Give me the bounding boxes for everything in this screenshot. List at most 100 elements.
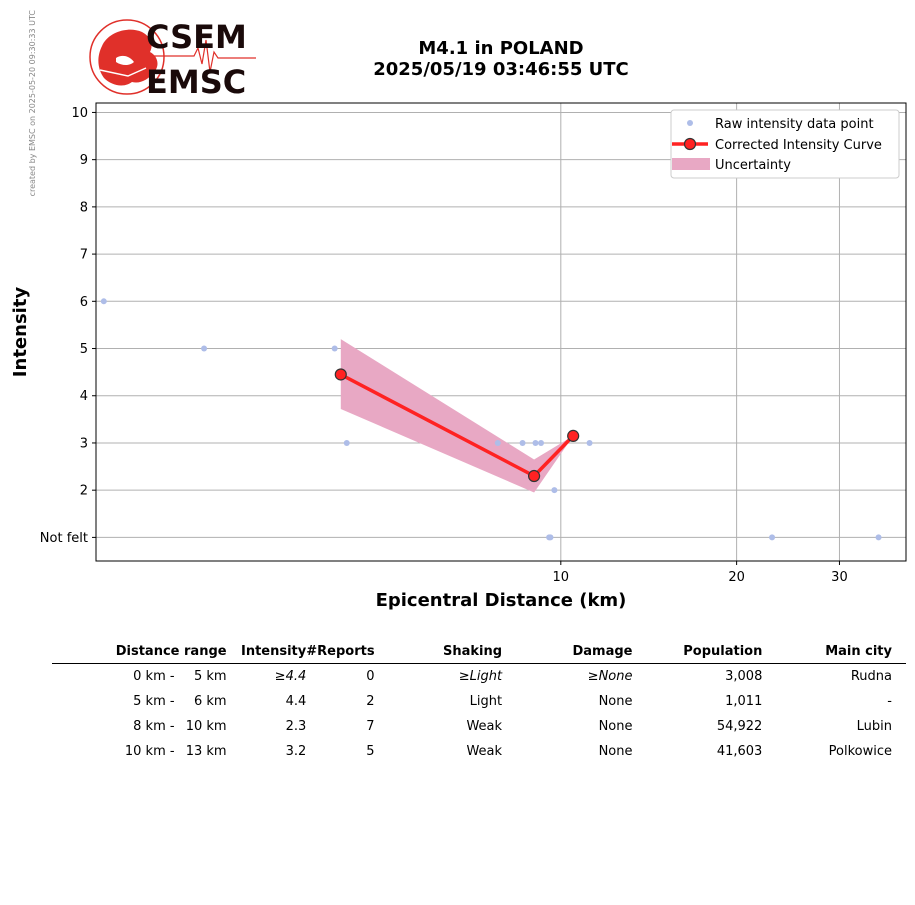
shaking-cell: ≥Light bbox=[458, 669, 503, 684]
reports-cell: 0 bbox=[366, 669, 375, 684]
col-distance-range: Distance range bbox=[52, 640, 227, 664]
distance-from: 5 km - bbox=[133, 694, 175, 709]
damage-cell: None bbox=[598, 694, 633, 709]
distance-from: 8 km - bbox=[133, 719, 175, 734]
intensity-table: Distance range Intensity #Reports Shakin… bbox=[52, 640, 906, 764]
distance-range-cell: 0 km - 5 km bbox=[52, 664, 227, 690]
intensity-cell: 2.3 bbox=[285, 719, 307, 734]
distance-range-cell: 10 km - 13 km bbox=[52, 739, 227, 764]
table-row: 5 km - 6 km 4.4 2 Light None 1,011 - bbox=[52, 689, 906, 714]
raw-data-point bbox=[538, 439, 545, 446]
chart-title: M4.1 in POLAND 2025/05/19 03:46:55 UTC bbox=[330, 38, 672, 80]
table-body: 0 km - 5 km ≥4.4 0 ≥Light ≥None 3,008 Rudna 5 km… bbox=[52, 664, 906, 765]
y-tick-label: 8 bbox=[80, 200, 88, 215]
distance-to: 6 km bbox=[193, 694, 227, 709]
legend-uncertainty-swatch bbox=[672, 158, 710, 170]
reports-cell: 5 bbox=[366, 744, 375, 759]
col-intensity: Intensity bbox=[226, 640, 307, 664]
distance-to: 5 km bbox=[193, 669, 227, 684]
raw-points-layer bbox=[100, 298, 882, 541]
damage-cell: ≥None bbox=[587, 669, 633, 684]
distance-from: 10 km - bbox=[124, 744, 175, 759]
distance-to: 10 km bbox=[185, 719, 227, 734]
curve-marker bbox=[567, 429, 580, 442]
legend-raw-label: Raw intensity data point bbox=[715, 117, 874, 132]
legend-uncertainty-label: Uncertainty bbox=[715, 158, 791, 173]
title-line-2: 2025/05/19 03:46:55 UTC bbox=[373, 59, 629, 80]
main-city-cell: - bbox=[887, 694, 892, 709]
raw-data-point bbox=[875, 534, 882, 541]
col-population: Population bbox=[632, 640, 763, 664]
table-header-row: Distance range Intensity #Reports Shakin… bbox=[52, 640, 906, 664]
legend-raw-marker bbox=[687, 120, 693, 126]
x-tick-label: 30 bbox=[831, 570, 848, 585]
y-tick-label: Not felt bbox=[40, 531, 88, 546]
main-city-cell: Rudna bbox=[850, 669, 892, 684]
title-line-1: M4.1 in POLAND bbox=[418, 38, 584, 59]
col-shaking: Shaking bbox=[374, 640, 503, 664]
distance-range-cell: 5 km - 6 km bbox=[52, 689, 227, 714]
shaking-cell: Weak bbox=[466, 719, 503, 734]
main-city-cell: Lubin bbox=[856, 719, 892, 734]
population-cell: 3,008 bbox=[725, 669, 763, 684]
col-reports: #Reports bbox=[306, 640, 375, 664]
intensity-cell: 3.2 bbox=[285, 744, 307, 759]
distance-range-cell: 8 km - 10 km bbox=[52, 714, 227, 739]
distance-from: 0 km - bbox=[133, 669, 175, 684]
y-tick-label: 6 bbox=[80, 295, 88, 310]
population-cell: 1,011 bbox=[725, 694, 763, 709]
main-city-cell: Polkowice bbox=[828, 744, 892, 759]
intensity-cell: 4.4 bbox=[285, 694, 307, 709]
logo-bottom-text: EMSC bbox=[146, 63, 246, 98]
reports-cell: 7 bbox=[366, 719, 375, 734]
raw-data-point bbox=[519, 439, 526, 446]
table-row: 0 km - 5 km ≥4.4 0 ≥Light ≥None 3,008 Rudna bbox=[52, 664, 906, 690]
y-tick-label: 3 bbox=[80, 436, 88, 451]
uncertainty-band-layer bbox=[340, 339, 574, 493]
y-tick-label: 9 bbox=[80, 153, 88, 168]
legend: Raw intensity data point Corrected Inten… bbox=[670, 109, 900, 179]
csem-emsc-logo: CSEM EMSC bbox=[89, 18, 256, 98]
curve-layer bbox=[334, 368, 580, 483]
y-tick-label: 7 bbox=[80, 248, 88, 263]
distance-to: 13 km bbox=[185, 744, 227, 759]
legend-box bbox=[670, 109, 900, 179]
y-axis-label: Intensity bbox=[10, 287, 31, 378]
raw-data-point bbox=[100, 298, 107, 305]
intensity-cell: ≥4.4 bbox=[274, 669, 307, 684]
raw-data-point bbox=[494, 439, 501, 446]
y-tick-label: 4 bbox=[80, 389, 88, 404]
curve-marker bbox=[527, 469, 541, 483]
raw-data-point bbox=[201, 345, 208, 352]
population-cell: 54,922 bbox=[716, 719, 763, 734]
intensity-chart: Not felt 2 3 4 5 6 7 8 9 10 10 20 30 Epicentral Dist… bbox=[10, 102, 907, 611]
table-row: 10 km - 13 km 3.2 5 Weak None 41,603 Polkowice bbox=[52, 739, 906, 764]
raw-data-point bbox=[331, 345, 338, 352]
curve-marker bbox=[334, 368, 347, 381]
legend-curve-label: Corrected Intensity Curve bbox=[715, 138, 882, 153]
raw-data-point bbox=[547, 534, 554, 541]
raw-data-point bbox=[343, 439, 350, 446]
col-main-city: Main city bbox=[762, 640, 906, 664]
x-axis-label: Epicentral Distance (km) bbox=[376, 590, 627, 611]
population-cell: 41,603 bbox=[716, 744, 763, 759]
shaking-cell: Light bbox=[469, 694, 503, 709]
y-tick-label: 5 bbox=[80, 342, 88, 357]
raw-data-point bbox=[532, 439, 539, 446]
logo-top-text: CSEM bbox=[146, 18, 247, 56]
uncertainty-band bbox=[340, 339, 574, 493]
col-damage: Damage bbox=[502, 640, 633, 664]
y-tick-label: 10 bbox=[71, 106, 88, 121]
reports-cell: 2 bbox=[366, 694, 375, 709]
x-tick-label: 10 bbox=[553, 570, 570, 585]
damage-cell: None bbox=[598, 744, 633, 759]
damage-cell: None bbox=[598, 719, 633, 734]
raw-data-point bbox=[551, 487, 558, 494]
legend-curve-marker bbox=[683, 137, 697, 151]
x-tick-label: 20 bbox=[728, 570, 745, 585]
ticks-layer: Not felt 2 3 4 5 6 7 8 9 10 10 20 30 bbox=[40, 106, 848, 585]
raw-data-point bbox=[586, 439, 593, 446]
shaking-cell: Weak bbox=[466, 744, 503, 759]
plot-frame bbox=[95, 102, 907, 562]
y-tick-label: 2 bbox=[80, 484, 88, 499]
